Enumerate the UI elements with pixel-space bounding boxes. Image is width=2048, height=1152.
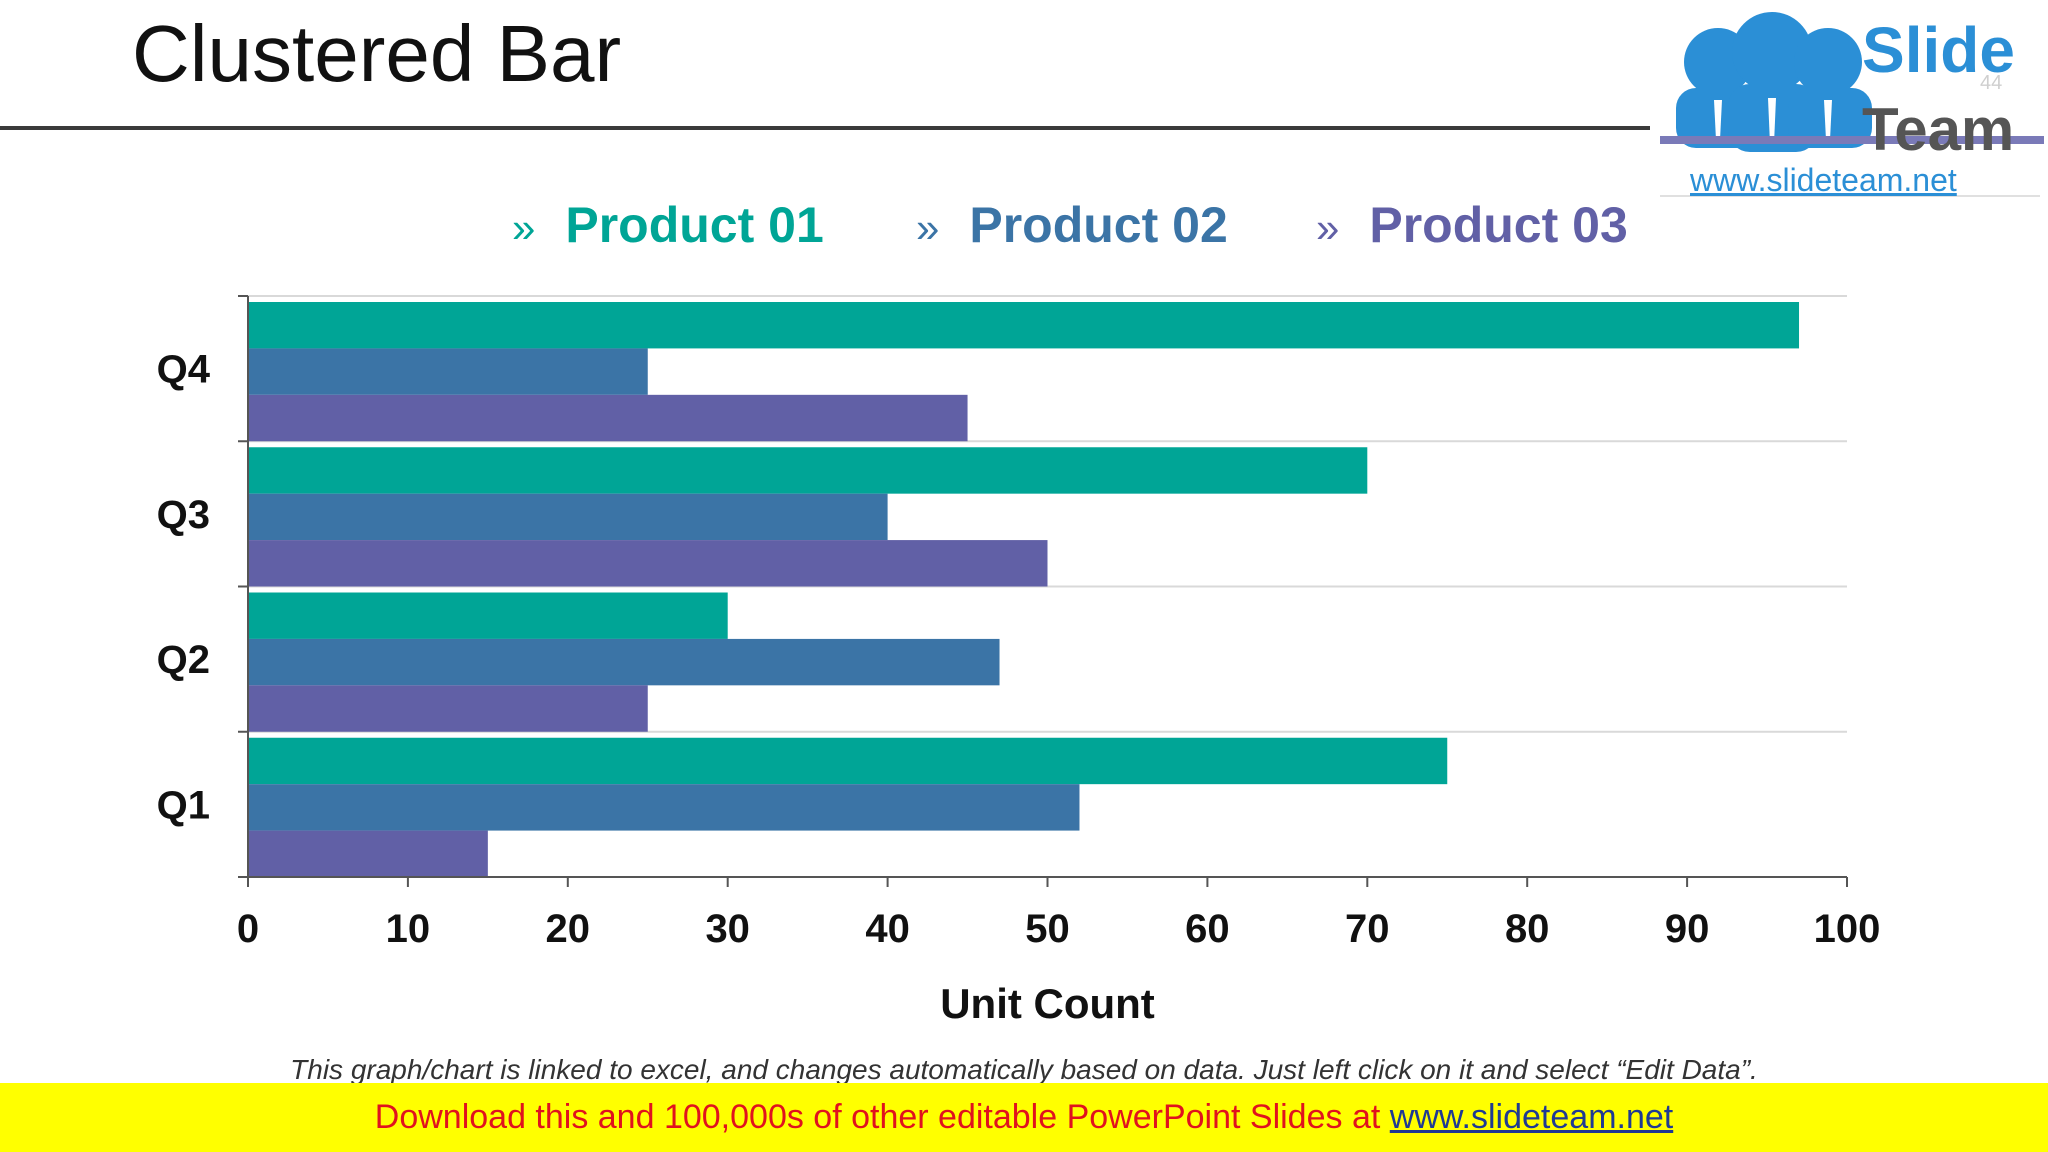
download-banner: Download this and 100,000s of other edit… [0, 1083, 2048, 1152]
bar-q2-series-3 [248, 685, 648, 732]
x-tick-label: 40 [865, 907, 910, 951]
title-divider [0, 126, 1650, 130]
bar-q3-series-3 [248, 540, 1048, 587]
banner-text: Download this and 100,000s of other edit… [374, 1098, 1390, 1136]
x-tick-label: 20 [546, 907, 591, 951]
x-tick-label: 0 [237, 907, 259, 951]
bar-q1-series-2 [248, 784, 1080, 831]
y-tick-label: Q3 [157, 493, 210, 537]
x-tick-label: 30 [705, 907, 750, 951]
y-tick-label: Q2 [157, 638, 210, 682]
clustered-bar-chart: Q1 Q2 Q3 Q4 0 10 20 30 40 50 60 70 80 90 100 Unit Count [157, 295, 1881, 1027]
legend-item-product-01: » Product 01 [512, 190, 824, 263]
x-tick-label: 50 [1025, 907, 1070, 951]
x-axis-title: Unit Count [940, 980, 1155, 1027]
slide-title: Clustered Bar [132, 9, 622, 98]
x-tick-label: 100 [1814, 907, 1881, 951]
bar-q4-series-1 [248, 302, 1800, 349]
legend-chevron-icon: » [916, 204, 940, 251]
bar-q4-series-2 [248, 348, 648, 395]
x-tick-label: 10 [386, 907, 431, 951]
bar-q4-series-3 [248, 394, 968, 442]
logo-url-link[interactable]: www.slideteam.net [1690, 162, 1957, 198]
legend-label: Product 03 [1369, 197, 1628, 253]
chart-footnote: This graph/chart is linked to excel, and… [290, 1054, 1758, 1085]
y-tick-label: Q1 [157, 783, 210, 827]
legend-chevron-icon: » [512, 204, 536, 251]
slide-number: 44 [1980, 72, 2003, 94]
legend-label: Product 02 [969, 197, 1228, 253]
bar-q3-series-1 [248, 447, 1368, 494]
people-group-icon [1660, 12, 2044, 197]
slideteam-logo [1640, 0, 2048, 200]
bar-q1-series-1 [248, 737, 1448, 785]
legend-label: Product 01 [565, 197, 824, 253]
x-tick-label: 60 [1185, 907, 1230, 951]
legend-chevron-icon: » [1316, 204, 1340, 251]
logo-word-team: Team [1862, 96, 2015, 163]
bar-q3-series-2 [248, 493, 888, 541]
chart-legend: » Product 01 » Product 02 » Product 03 [0, 190, 2048, 260]
legend-item-product-03: » Product 03 [1316, 190, 1628, 263]
x-tick-label: 80 [1505, 907, 1550, 951]
y-tick-label: Q4 [157, 348, 211, 392]
x-tick-label: 70 [1345, 907, 1390, 951]
bar-q1-series-3 [248, 830, 488, 877]
banner-link[interactable]: www.slideteam.net [1389, 1098, 1674, 1136]
bar-q2-series-2 [248, 638, 1000, 686]
x-tick-label: 90 [1665, 907, 1710, 951]
bar-q2-series-1 [248, 592, 728, 639]
legend-item-product-02: » Product 02 [916, 190, 1228, 263]
logo-word-slide: Slide [1862, 14, 2015, 86]
